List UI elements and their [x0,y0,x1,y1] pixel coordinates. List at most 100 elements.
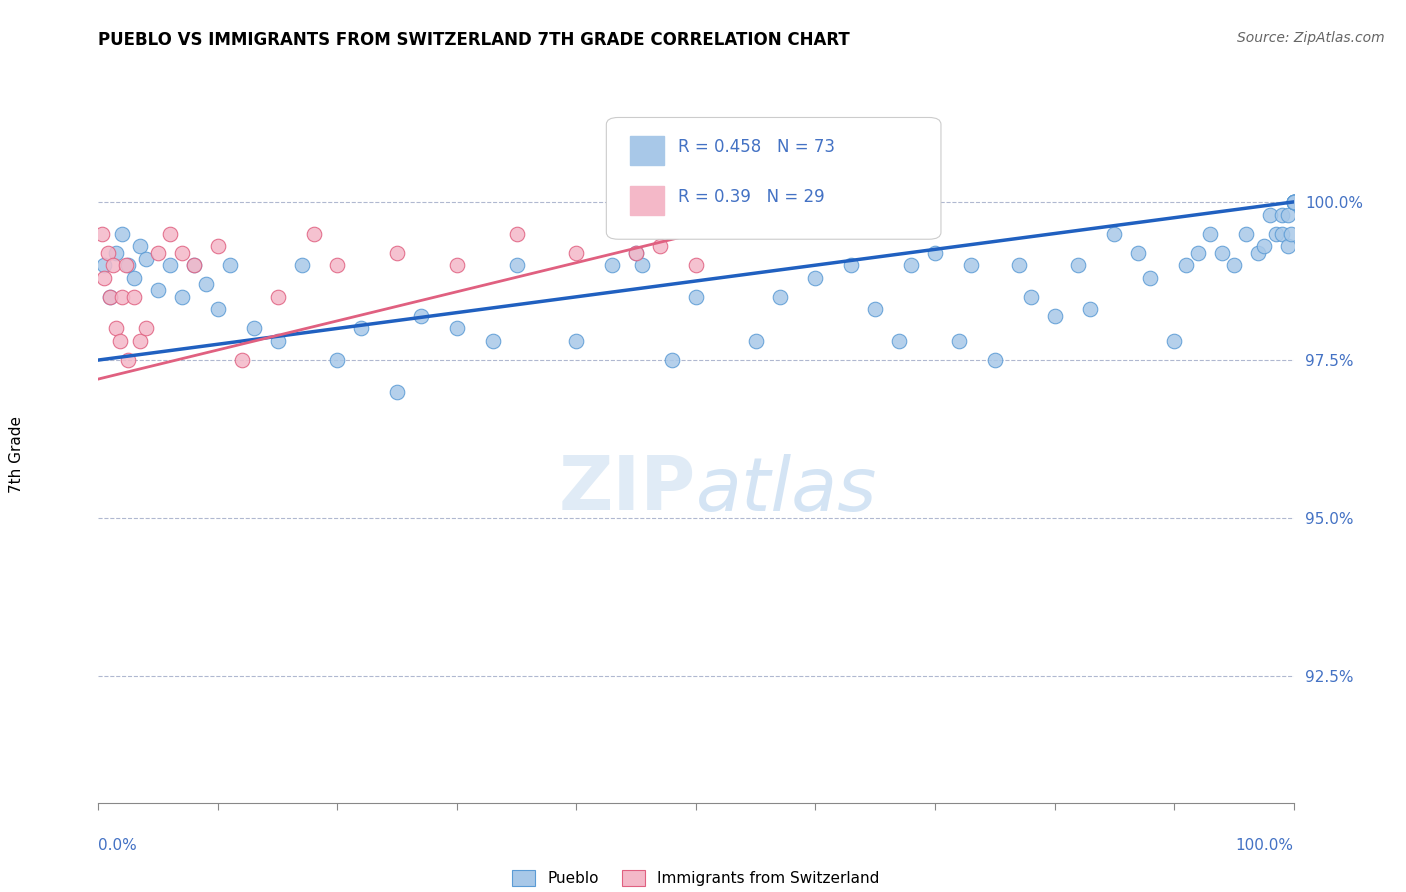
Point [1279,227,1302,241]
Point [385,245,409,260]
Point [115,258,138,272]
Point [1277,239,1299,253]
Point [1282,194,1305,209]
Point [600,258,623,272]
Point [172,290,194,304]
Point [446,321,468,335]
Point [1102,227,1125,241]
Legend: Pueblo, Immigrants from Switzerland: Pueblo, Immigrants from Switzerland [506,864,886,892]
Point [446,258,468,272]
Point [1246,245,1268,260]
Point [648,239,672,253]
Point [207,302,229,317]
Point [983,353,1005,368]
Point [105,245,128,260]
Point [1128,245,1150,260]
Point [97,245,120,260]
Point [924,245,946,260]
Text: ZIP: ZIP [558,453,696,526]
Point [231,353,253,368]
Text: R = 0.39   N = 29: R = 0.39 N = 29 [678,188,825,206]
Point [183,258,205,272]
Point [1139,270,1161,285]
Point [207,239,229,253]
Point [1043,309,1066,323]
Point [959,258,981,272]
Point [631,258,654,272]
Text: 0.0%: 0.0% [98,838,138,854]
Point [1282,194,1305,209]
Point [1282,194,1305,209]
Point [1163,334,1185,348]
Point [183,258,205,272]
Point [1282,194,1305,209]
Point [506,227,529,241]
Point [565,334,588,348]
FancyBboxPatch shape [606,118,941,239]
Point [267,290,290,304]
Text: 7th Grade: 7th Grade [10,417,24,493]
Point [804,270,827,285]
Point [159,258,181,272]
Point [219,258,242,272]
Point [1067,258,1090,272]
Point [1271,208,1294,222]
Point [148,284,170,298]
Point [1258,208,1281,222]
Bar [630,186,664,215]
Point [101,258,124,272]
Point [1222,258,1246,272]
Point [108,334,131,348]
Point [839,258,862,272]
Point [900,258,922,272]
Point [481,334,505,348]
Point [1175,258,1198,272]
Point [350,321,373,335]
Point [1282,194,1305,209]
Point [948,334,970,348]
Point [129,239,152,253]
Point [1198,227,1220,241]
Point [242,321,264,335]
Point [302,227,325,241]
Point [863,302,886,317]
Point [98,290,122,304]
Text: PUEBLO VS IMMIGRANTS FROM SWITZERLAND 7TH GRADE CORRELATION CHART: PUEBLO VS IMMIGRANTS FROM SWITZERLAND 7T… [98,31,851,49]
Point [172,245,194,260]
Point [1277,208,1299,222]
Point [326,258,349,272]
Point [1211,245,1233,260]
Point [1271,227,1294,241]
Point [111,290,134,304]
Point [889,334,911,348]
Point [129,334,152,348]
Point [105,321,128,335]
Point [194,277,217,292]
Point [768,290,790,304]
Point [93,258,115,272]
Bar [630,136,664,165]
Point [1187,245,1209,260]
Text: R = 0.458   N = 73: R = 0.458 N = 73 [678,137,835,156]
Point [159,227,181,241]
Point [624,245,647,260]
Point [290,258,312,272]
Text: atlas: atlas [696,454,877,525]
Point [385,384,409,399]
Point [91,227,114,241]
Point [1253,239,1275,253]
Point [135,252,157,266]
Point [685,258,707,272]
Point [1007,258,1029,272]
Point [1282,194,1305,209]
Point [124,290,146,304]
Point [661,353,683,368]
Point [685,290,707,304]
Point [565,245,588,260]
Point [117,353,139,368]
Point [411,309,433,323]
Point [506,258,529,272]
Point [111,227,134,241]
Point [1282,194,1305,209]
Point [624,245,647,260]
